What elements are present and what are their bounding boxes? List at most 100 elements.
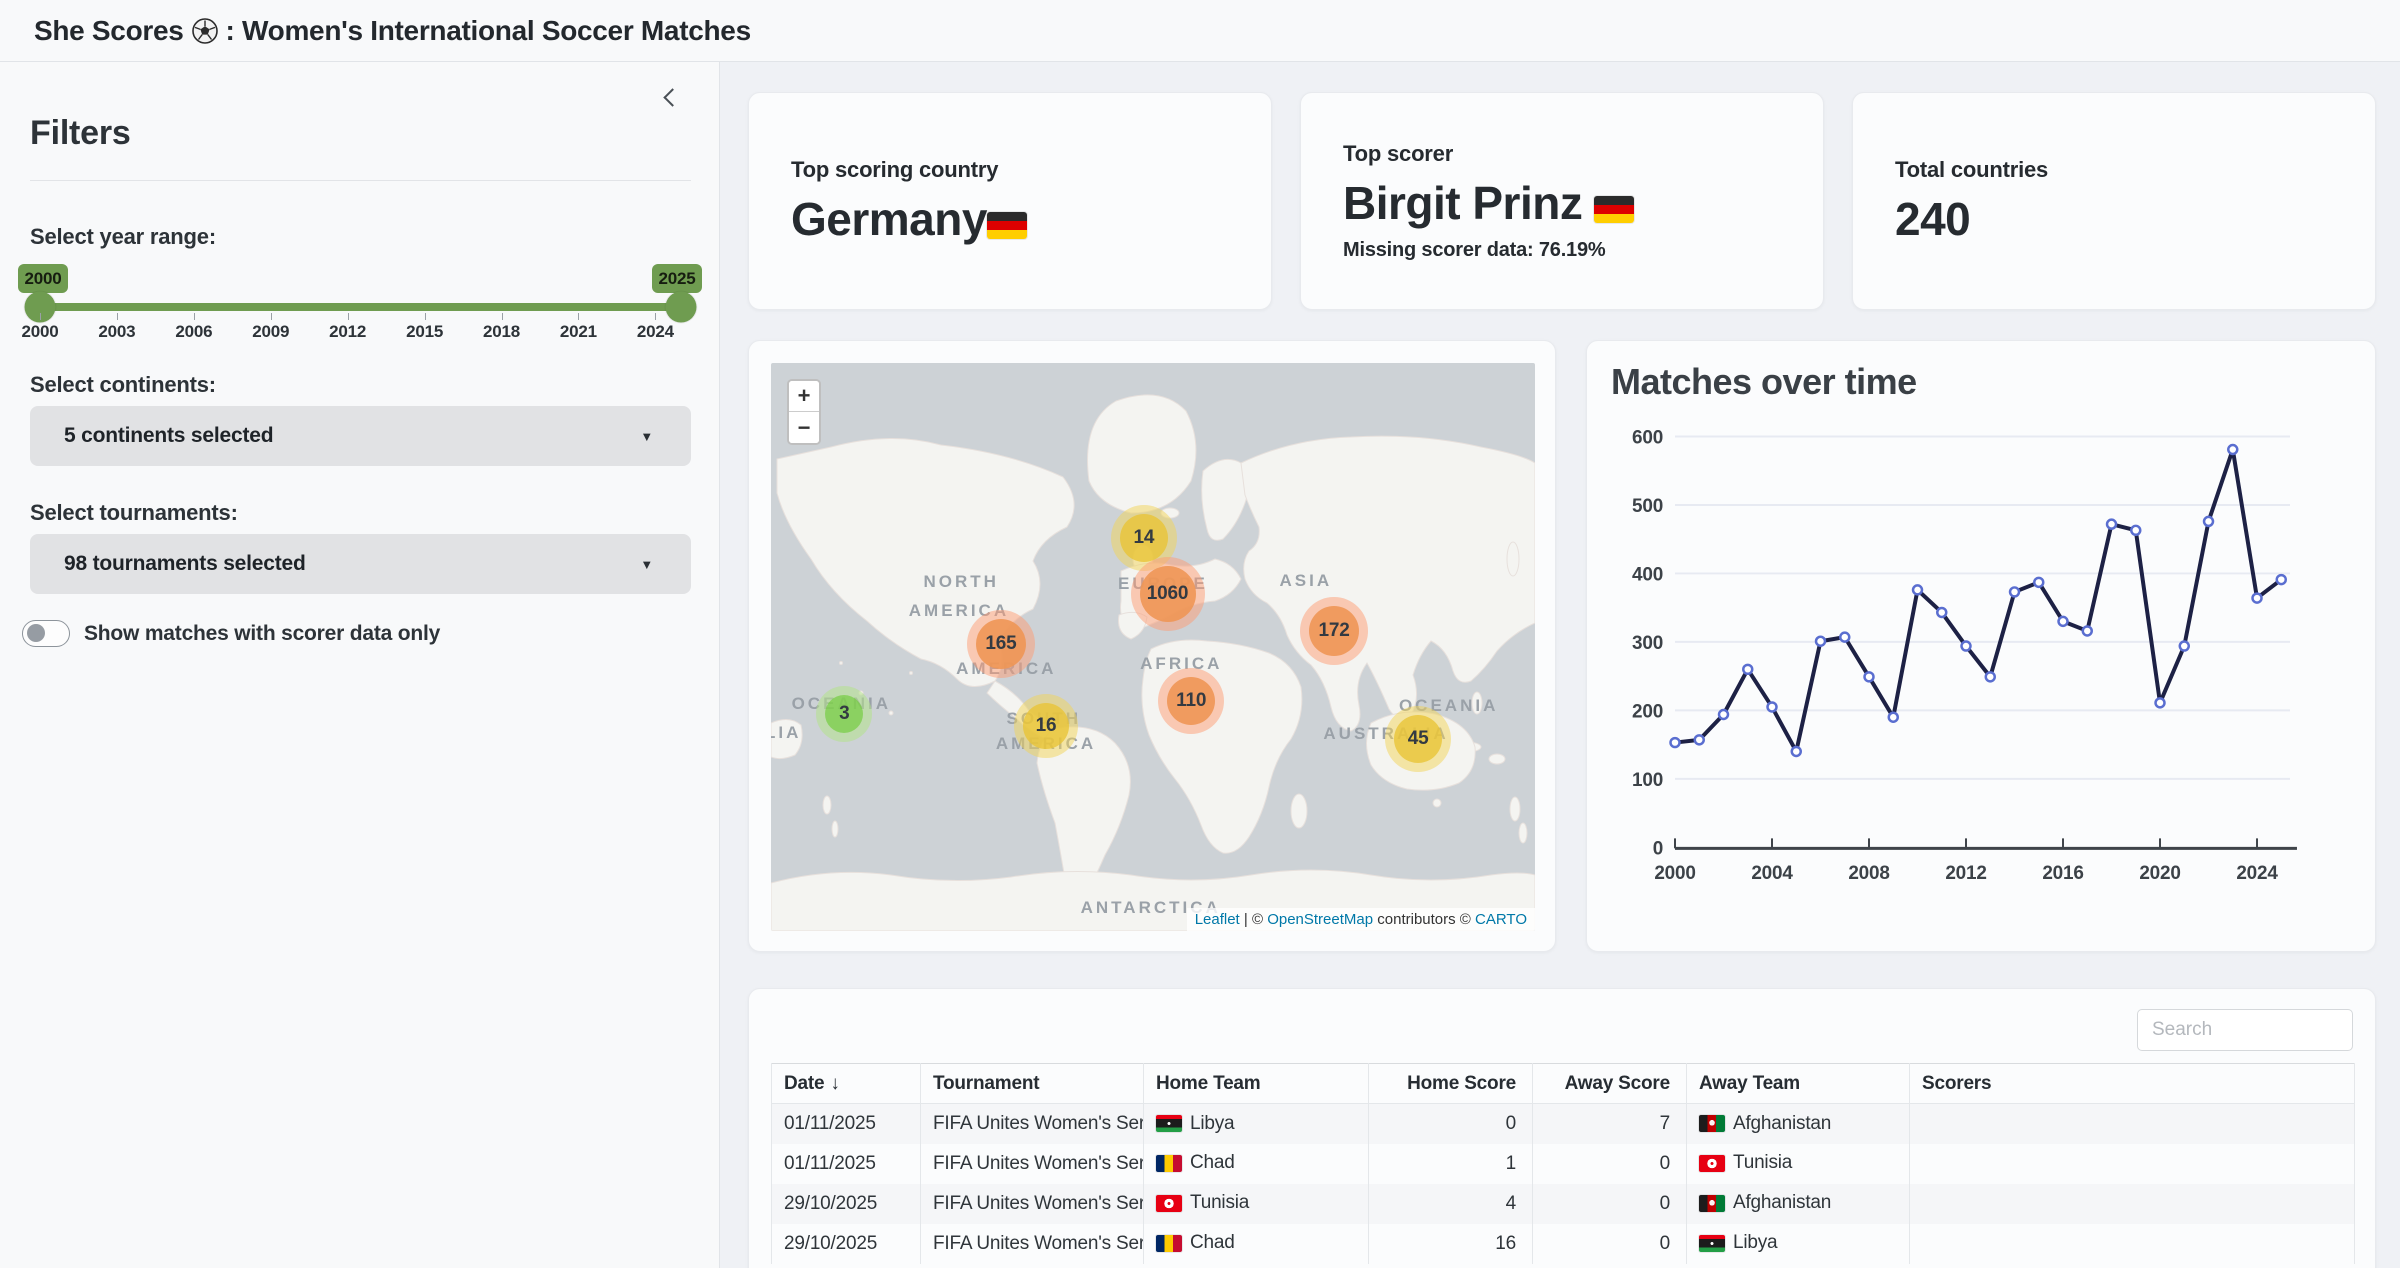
slider-tick [655, 313, 657, 320]
data-point-2006 [1814, 635, 1827, 647]
cell-scorers [1909, 1183, 2355, 1224]
scorer-data-toggle[interactable] [22, 620, 70, 647]
column-header-date[interactable]: Date ↓ [771, 1063, 921, 1104]
td-flag-icon [1156, 1154, 1182, 1172]
filters-title: Filters [30, 114, 131, 152]
cell-away-score: 7 [1532, 1103, 1687, 1144]
data-point-2015 [2033, 576, 2045, 589]
cell-home-score: 4 [1368, 1183, 1533, 1224]
germany-flag-icon [1594, 195, 1635, 223]
map-cluster-marker[interactable]: 16 [1023, 702, 1070, 749]
map-continent-label: NORTH [923, 572, 999, 592]
ly-flag-icon [1699, 1234, 1725, 1252]
y-tick-label: 200 [1632, 701, 1663, 722]
column-label: Away Team [1699, 1072, 1800, 1094]
carto-link[interactable]: CARTO [1475, 911, 1527, 928]
data-point-2022 [2202, 515, 2215, 528]
cell-away-score: 0 [1532, 1143, 1687, 1184]
map-cluster-marker[interactable]: 3 [825, 695, 864, 734]
af-flag-icon [1699, 1194, 1725, 1212]
slider-tick-label: 2006 [175, 322, 213, 341]
slider-tick-label: 2000 [21, 322, 59, 341]
stat-label: Top scorer [1343, 140, 1454, 166]
attribution-text: contributors © [1373, 911, 1476, 928]
column-header-away-score[interactable]: Away Score [1532, 1063, 1687, 1104]
x-tick-label: 2004 [1751, 863, 1793, 884]
cell-away-score: 0 [1532, 1223, 1687, 1264]
map-cluster-marker[interactable]: 172 [1309, 606, 1360, 657]
cell-date: 01/11/2025 [771, 1143, 921, 1184]
map-cluster-marker[interactable]: 14 [1119, 513, 1168, 562]
x-tick-label: 2020 [2139, 863, 2180, 884]
cell-tournament: FIFA Unites Women's Series [920, 1143, 1144, 1184]
column-header-away-team[interactable]: Away Team [1686, 1063, 1910, 1104]
map-attribution: Leaflet | © OpenStreetMap contributors ©… [1186, 908, 1535, 931]
sidebar-collapse-button[interactable] [655, 80, 689, 114]
map-canvas[interactable]: NORTHAMERICAEUROPEASIAAMERICAAFRICASOUTH… [771, 363, 1535, 931]
continents-dropdown-value: 5 continents selected [64, 424, 274, 447]
map-zoom-control: + − [787, 379, 821, 445]
soccer-ball-icon [191, 17, 218, 44]
data-point-2004 [1766, 701, 1778, 713]
data-point-2007 [1839, 631, 1851, 643]
column-header-home-score[interactable]: Home Score [1368, 1063, 1533, 1104]
team-name: Tunisia [1190, 1192, 1250, 1214]
table-header-row: Date ↓ Tournament Home Team Home Score Away S… [771, 1063, 2355, 1104]
stat-label: Total countries [1895, 156, 2049, 182]
tournaments-dropdown[interactable]: 98 tournaments selected ▼ [30, 534, 691, 594]
data-point-2016 [2057, 615, 2069, 628]
search-input[interactable] [2137, 1009, 2353, 1051]
map-cluster-marker[interactable]: 45 [1394, 715, 1443, 764]
slider-handle-max[interactable] [665, 291, 697, 323]
stat-value: Germany [791, 192, 1271, 246]
map-card: NORTHAMERICAEUROPEASIAAMERICAAFRICASOUTH… [748, 340, 1556, 952]
cell-away-score: 0 [1532, 1183, 1687, 1224]
team-name: Chad [1190, 1232, 1235, 1254]
missing-scorer-note: Missing scorer data: 76.19% [1343, 238, 1606, 261]
y-tick-label: 0 [1653, 838, 1663, 859]
x-tick-label: 2012 [1945, 863, 1986, 884]
year-range-slider[interactable]: 2000 2025 2000 2003 2006 2009 2012 2015 2018 20… [18, 258, 702, 350]
zoom-out-button[interactable]: − [789, 412, 819, 443]
openstreetmap-link[interactable]: OpenStreetMap [1267, 911, 1374, 928]
data-point-2003 [1742, 663, 1754, 676]
matches-line-series [1674, 447, 2283, 754]
slider-rail[interactable] [40, 303, 680, 311]
map-cluster-marker[interactable]: 110 [1167, 676, 1216, 725]
slider-tick-label: 2015 [406, 322, 444, 341]
app-title-suffix: : Women's International Soccer Matches [225, 14, 752, 46]
team-name: Afghanistan [1733, 1112, 1832, 1134]
team-name: Afghanistan [1733, 1192, 1832, 1214]
data-point-2008 [1863, 671, 1875, 683]
zoom-in-button[interactable]: + [789, 381, 819, 412]
map-cluster-marker[interactable]: 165 [975, 619, 1026, 670]
slider-tick [40, 313, 41, 320]
map-cluster-marker[interactable]: 1060 [1139, 566, 1196, 623]
matches-table-card: Date↓ Tournament Home Team Home Score Away S… [748, 988, 2376, 1268]
column-label: Away Score [1564, 1072, 1671, 1094]
data-point-2012 [1960, 640, 1972, 652]
cell-home-team: Chad [1143, 1143, 1369, 1184]
matches-over-time-card: Matches over time 0 100 200 300 400 500 600 200… [1586, 340, 2376, 952]
column-header-tournament[interactable]: Tournament [920, 1063, 1144, 1104]
cell-home-score: 1 [1368, 1143, 1533, 1184]
column-header-home-team[interactable]: Home Team [1143, 1063, 1369, 1104]
slider-tick [193, 313, 195, 320]
chart-title: Matches over time [1611, 361, 1917, 402]
tournaments-label: Select tournaments: [30, 500, 238, 525]
leaflet-link[interactable]: Leaflet [1194, 911, 1240, 928]
attribution-text: | © [1239, 911, 1268, 928]
continents-dropdown[interactable]: 5 continents selected ▼ [30, 406, 691, 466]
sort-descending-icon: ↓ [830, 1072, 840, 1094]
data-point-2024 [2251, 592, 2263, 604]
data-point-2021 [2178, 640, 2190, 652]
app-title: She Scores : Women's International Socce… [34, 15, 751, 47]
map-continent-label: ANTARCTICA [1080, 898, 1221, 918]
year-min-badge: 2000 [18, 264, 68, 293]
cell-date: 29/10/2025 [771, 1183, 921, 1224]
cell-tournament: FIFA Unites Women's Series [920, 1223, 1144, 1264]
column-header-scorers[interactable]: Scorers [1909, 1063, 2355, 1104]
data-point-2002 [1717, 708, 1730, 721]
